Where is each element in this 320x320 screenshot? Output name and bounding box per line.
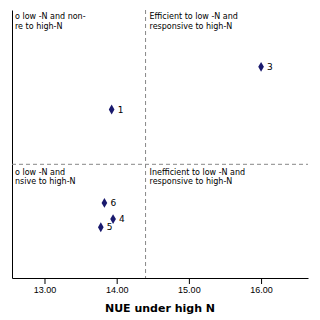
plot: 13.00 14.00 15.00 16.00 1 3 645 o low -N and no… — [12, 10, 309, 295]
y-axis — [12, 11, 13, 279]
quadrant-label: Efficient to low -N andresponsive to hig… — [150, 12, 238, 31]
point — [258, 62, 264, 72]
x-axis: 13.00 14.00 15.00 16.00 — [13, 278, 309, 295]
quadrant-label: Inefficient to low -N andresponsive to h… — [150, 168, 246, 187]
x-tick: 15.00 — [178, 278, 201, 295]
x-tick-label: 14.00 — [106, 285, 129, 295]
x-tick-mark — [117, 278, 118, 284]
quadrant-label: o low -N and non-re to high-N — [15, 12, 86, 31]
x-tick-label: 16.00 — [250, 285, 273, 295]
y-axis-line — [12, 11, 13, 279]
point-label: 6 — [110, 198, 116, 208]
x-axis-line — [13, 278, 309, 279]
x-tick-mark — [44, 278, 45, 284]
x-tick-label: 15.00 — [178, 285, 201, 295]
quadrant-label: o low -N andnsive to high-N — [15, 168, 76, 187]
point — [109, 105, 115, 115]
chart: 13.00 14.00 15.00 16.00 1 3 645 o low -N and no… — [0, 0, 320, 320]
x-tick-label: 13.00 — [34, 285, 57, 295]
plot-content — [12, 10, 308, 278]
x-tick: 14.00 — [106, 278, 129, 295]
x-tick-mark — [189, 278, 190, 284]
x-tick: 13.00 — [34, 278, 57, 295]
reference-line — [145, 10, 146, 278]
x-axis-title: NUE under high N — [105, 302, 215, 315]
x-tick: 16.00 — [250, 278, 273, 295]
point-label: 5 — [107, 222, 113, 232]
point-label: 1 — [118, 105, 124, 115]
x-tick-mark — [261, 278, 262, 284]
reference-line — [12, 164, 308, 165]
labels: 1 3 645 o low -N and non-re to high-N Effici… — [15, 12, 273, 232]
point — [102, 198, 108, 208]
point-label: 4 — [119, 214, 125, 224]
point — [98, 222, 104, 232]
point-label: 3 — [267, 62, 273, 72]
